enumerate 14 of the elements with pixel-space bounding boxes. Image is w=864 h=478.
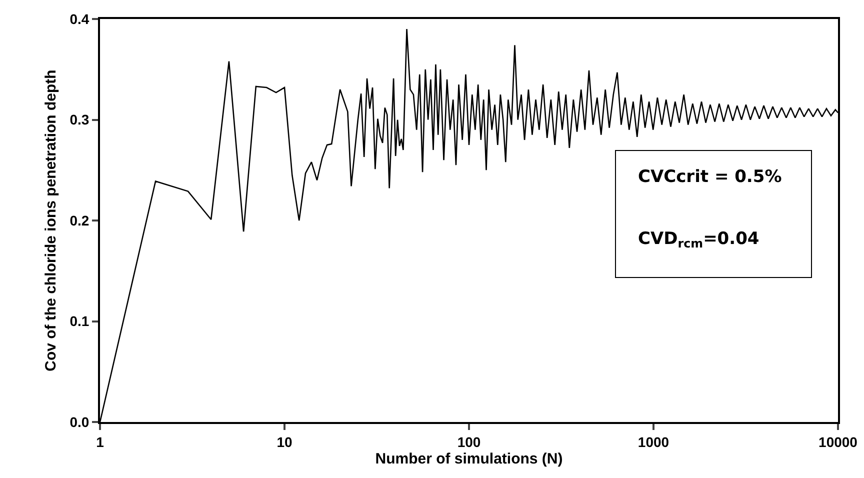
y-tick-label: 0.2: [70, 212, 90, 228]
y-tick-label: 0.1: [70, 313, 90, 330]
y-tick-label: 0.4: [70, 10, 90, 27]
x-axis-title: Number of simulations (N): [375, 450, 563, 468]
y-axis-title: Cov of the chloride ions penetration depth: [42, 70, 60, 372]
x-tick-label: 1: [96, 434, 104, 450]
x-tick-label: 100: [457, 434, 481, 450]
y-tick-label: 0.3: [70, 112, 90, 128]
x-tick-label: 10000: [818, 434, 858, 450]
y-tick-label: 0.0: [70, 414, 90, 430]
x-tick-label: 1000: [638, 434, 670, 450]
x-tick-label: 10: [276, 434, 292, 450]
annotation: CVCcrit = 0.5%: [638, 167, 782, 187]
annotation: CVD$_{rcm}$=0.04: [638, 229, 760, 251]
